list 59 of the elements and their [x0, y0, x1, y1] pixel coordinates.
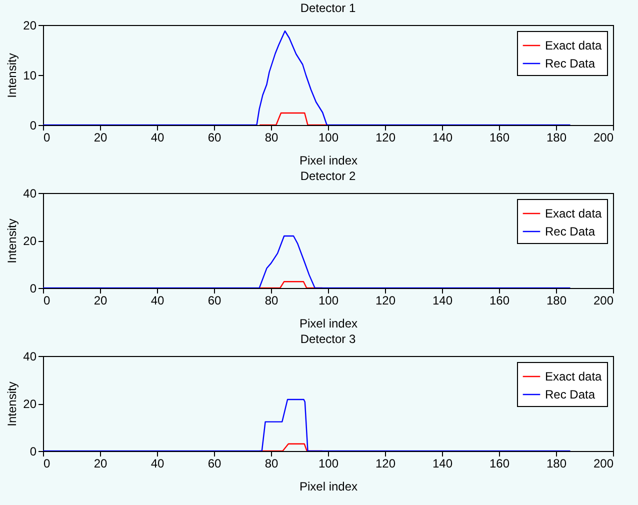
y-axis-title: Intensity: [5, 53, 20, 98]
x-axis-title: Pixel index: [299, 480, 358, 494]
x-tick-label: 80: [264, 130, 278, 144]
x-tick-label: 120: [375, 130, 396, 144]
x-tick-label: 160: [489, 130, 510, 144]
x-tick-label: 100: [318, 456, 339, 470]
x-tick-label: 120: [375, 456, 396, 470]
x-tick-label: 180: [546, 456, 567, 470]
x-tick-label: 180: [546, 294, 567, 308]
y-tick-label: 40: [23, 186, 37, 200]
y-tick-label: 0: [30, 118, 37, 132]
x-tick-label: 80: [264, 294, 278, 308]
line-series: [43, 398, 571, 451]
x-tick-label: 100: [318, 130, 339, 144]
x-tick-label: 60: [208, 130, 222, 144]
x-tick-label: 160: [489, 294, 510, 308]
x-tick-label: 20: [94, 130, 108, 144]
x-tick-label: 60: [208, 294, 222, 308]
x-tick-label: 200: [593, 130, 614, 144]
x-tick-label: 0: [44, 130, 50, 144]
y-tick-label: 40: [23, 350, 37, 364]
y-axis-title: Intensity: [5, 218, 20, 264]
x-tick-label: 140: [432, 456, 453, 470]
legend-label: Rec Data: [545, 56, 596, 70]
x-tick-label: 200: [593, 456, 614, 470]
x-axis-title: Pixel index: [299, 154, 358, 168]
chart-title: Detector 3: [300, 332, 356, 346]
x-tick-label: 160: [489, 456, 510, 470]
x-tick-label: 60: [208, 456, 222, 470]
legend-label: Rec Data: [545, 224, 596, 238]
y-tick-label: 0: [30, 444, 37, 458]
y-tick-label: 20: [23, 397, 37, 411]
x-tick-label: 200: [593, 294, 614, 308]
y-tick-label: 0: [30, 282, 37, 296]
x-tick-label: 40: [150, 456, 164, 470]
x-tick-label: 0: [44, 456, 50, 470]
legend-label: Exact data: [545, 38, 602, 52]
x-tick-label: 40: [150, 130, 164, 144]
legend-label: Rec Data: [545, 388, 596, 402]
x-tick-label: 180: [546, 130, 567, 144]
x-tick-label: 40: [150, 294, 164, 308]
x-axis-title: Pixel index: [299, 316, 358, 330]
x-tick-label: 100: [318, 294, 339, 308]
x-tick-label: 0: [44, 294, 50, 308]
x-tick-label: 140: [432, 294, 453, 308]
legend-label: Exact data: [545, 206, 602, 220]
x-tick-label: 20: [94, 456, 108, 470]
x-tick-label: 80: [264, 456, 278, 470]
x-tick-label: 120: [375, 294, 396, 308]
legend-label: Exact data: [545, 370, 602, 384]
y-tick-label: 20: [23, 234, 37, 248]
chart-title: Detector 2: [300, 169, 356, 183]
y-tick-label: 10: [23, 68, 37, 82]
line-series: [43, 235, 571, 288]
x-tick-label: 140: [432, 130, 453, 144]
chart-title: Detector 1: [300, 1, 356, 15]
y-tick-label: 20: [23, 18, 37, 32]
y-axis-title: Intensity: [5, 382, 20, 426]
x-tick-label: 20: [94, 294, 108, 308]
